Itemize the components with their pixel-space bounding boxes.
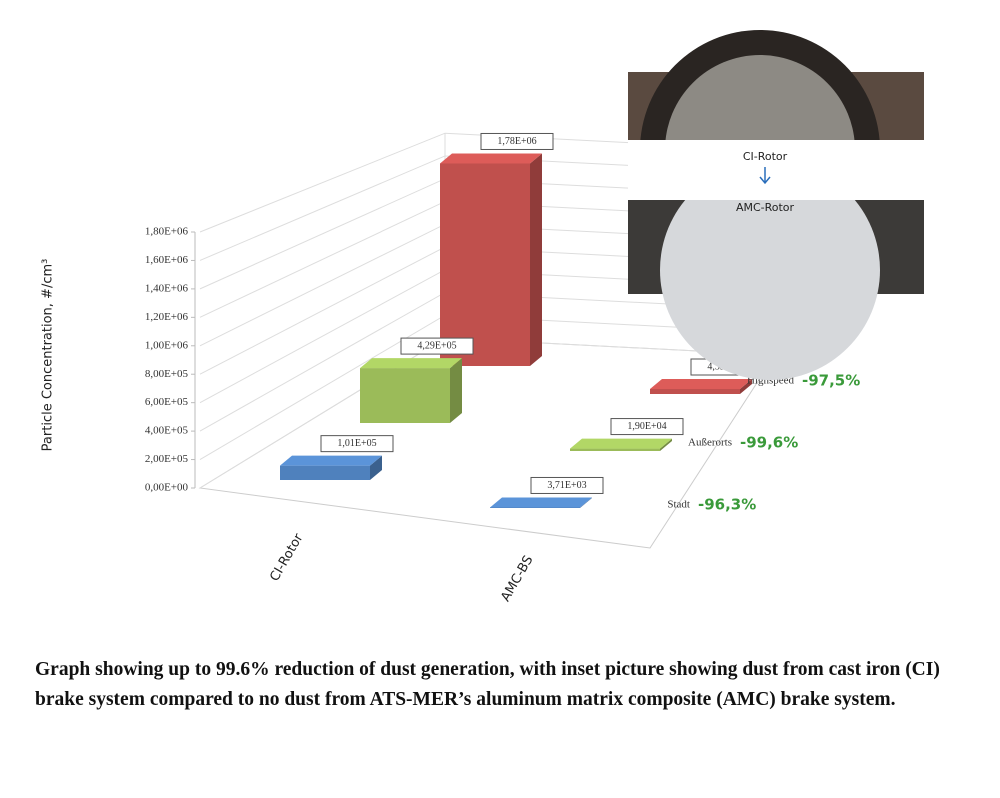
reduction-label: -99,6% xyxy=(740,434,798,452)
value-label: 1,01E+05 xyxy=(337,438,376,449)
y-tick-label: 1,00E+06 xyxy=(145,339,189,351)
label-band xyxy=(628,140,924,200)
y-tick-label: 2,00E+05 xyxy=(145,453,189,465)
value-label-box xyxy=(480,132,554,150)
y-tick-label: 1,60E+06 xyxy=(145,254,189,266)
inset-arrow xyxy=(759,167,771,185)
inset: CI-Rotor AMC-Rotor xyxy=(628,30,924,380)
bar-front xyxy=(490,507,580,508)
bar-side xyxy=(530,153,542,366)
bar-front xyxy=(650,389,740,394)
bar-side xyxy=(740,379,752,394)
y-tick-label: 1,40E+06 xyxy=(145,282,189,294)
value-label-box xyxy=(400,337,474,355)
bar-top xyxy=(280,455,382,466)
y-tick-label: 1,80E+06 xyxy=(145,226,189,238)
caption: Graph showing up to 99.6% reduction of d… xyxy=(35,659,940,710)
bar-front xyxy=(360,368,450,423)
value-label-box xyxy=(320,435,394,453)
y-tick-label: 8,00E+05 xyxy=(145,368,189,380)
y-tick-label: 0,00E+00 xyxy=(145,482,189,494)
inset-top-label: CI-Rotor xyxy=(743,150,788,163)
bar-top xyxy=(360,358,462,369)
value-label: 1,78E+06 xyxy=(497,136,536,147)
bar-top xyxy=(650,379,752,390)
value-label: 3,71E+03 xyxy=(547,480,586,491)
reduction-label: -97,5% xyxy=(802,372,860,390)
x-tick-label: AMC-BS xyxy=(498,553,536,604)
bar-front xyxy=(570,448,660,451)
y-axis-label: Particle Concentration, #/cm³ xyxy=(41,259,56,452)
bar-side xyxy=(660,438,672,451)
bar-front xyxy=(440,163,530,366)
value-label-box xyxy=(610,418,684,436)
bar-top xyxy=(570,438,672,449)
value-label-box xyxy=(530,476,604,494)
chart: Particle Concentration, #/cm³ 0,00E+00 2,… xyxy=(41,30,924,604)
y-tick-label: 6,00E+05 xyxy=(145,396,189,408)
bar-side xyxy=(450,358,462,423)
bar-side xyxy=(370,455,382,480)
value-label: 1,90E+04 xyxy=(627,421,666,432)
bar-top xyxy=(490,497,592,508)
rim-clean xyxy=(660,160,880,380)
reduction-label: -96,3% xyxy=(698,496,756,514)
legend-label: Stadt xyxy=(667,499,690,511)
legend-label: Außerorts xyxy=(688,437,732,449)
y-tick-label: 4,00E+05 xyxy=(145,425,189,437)
bar-side xyxy=(580,497,592,508)
bar-front xyxy=(280,465,370,480)
y-tick-label: 1,20E+06 xyxy=(145,311,189,323)
value-label: 4,29E+05 xyxy=(417,340,456,351)
inset-bottom-label: AMC-Rotor xyxy=(736,201,795,214)
bar-top xyxy=(440,153,542,164)
x-tick-label: CI-Rotor xyxy=(267,531,307,584)
